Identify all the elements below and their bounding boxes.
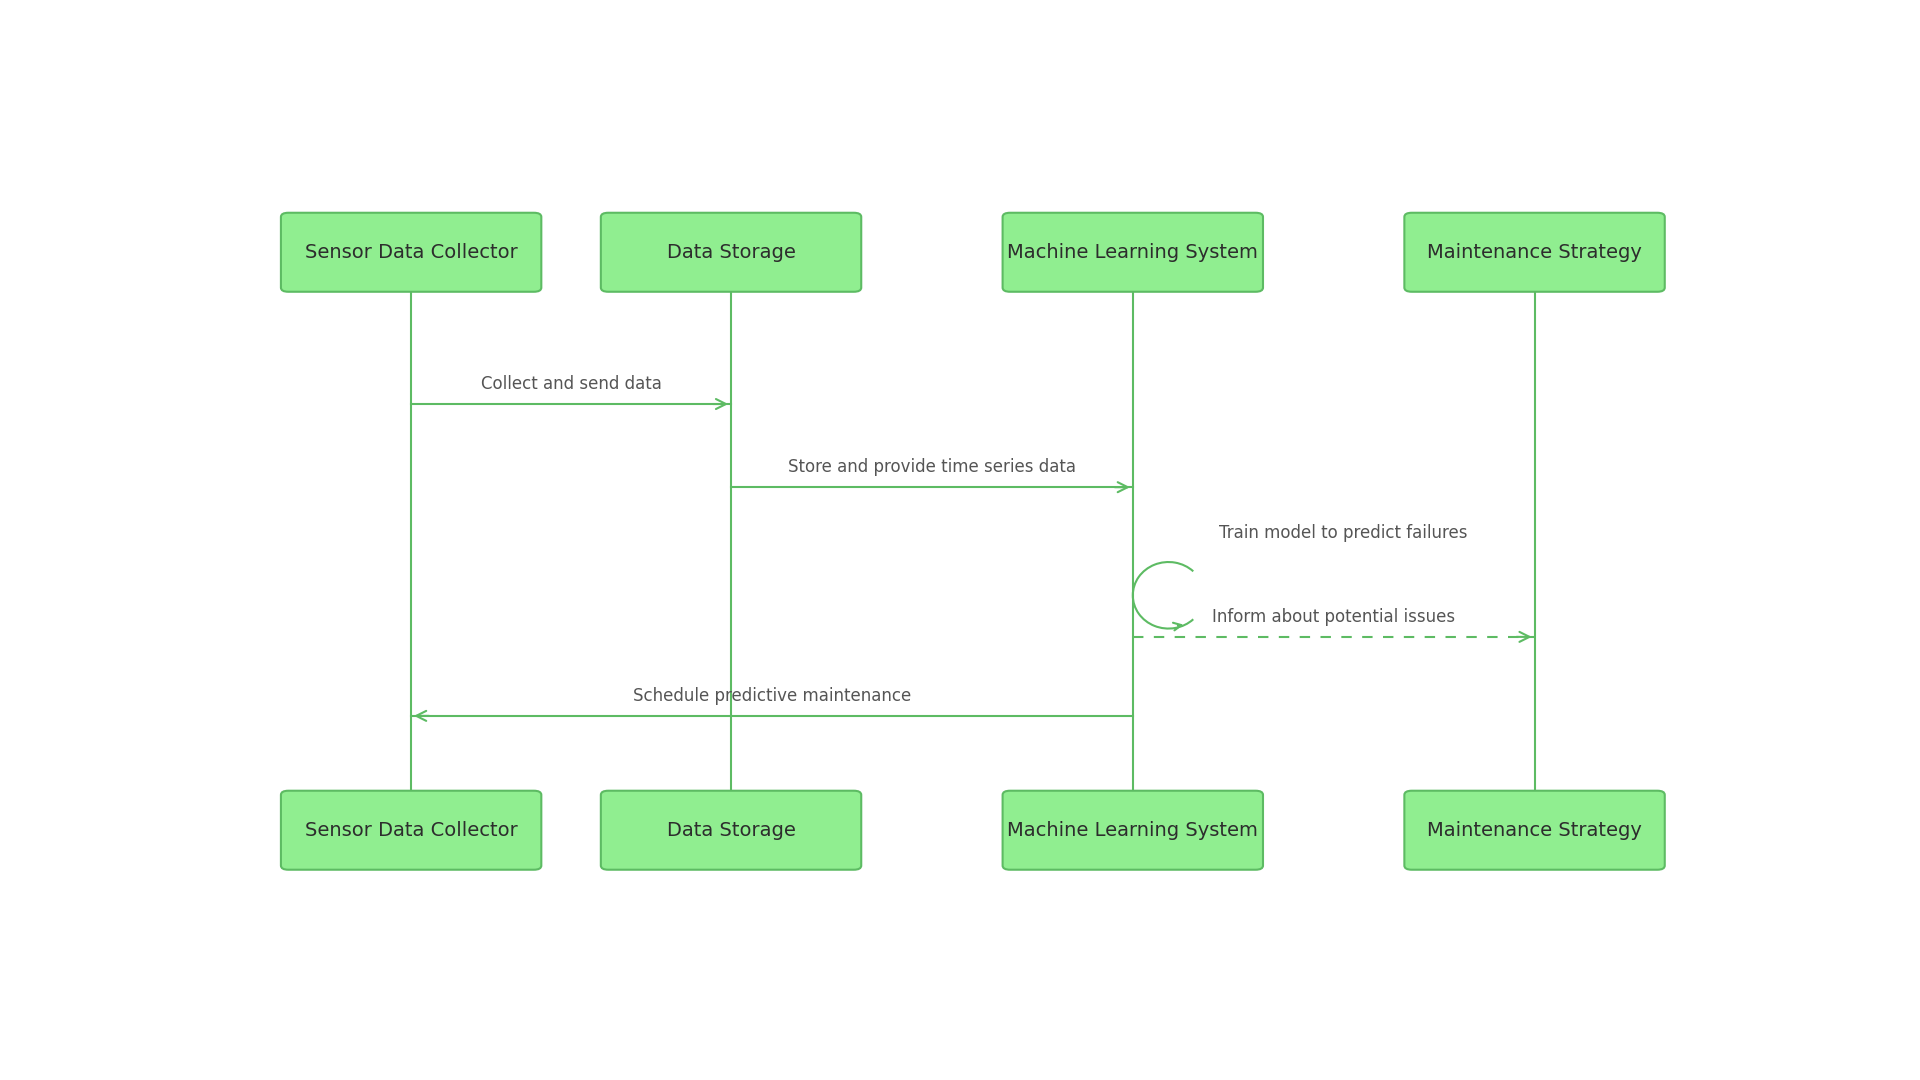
FancyBboxPatch shape [280, 791, 541, 869]
Text: Machine Learning System: Machine Learning System [1008, 243, 1258, 261]
Text: Sensor Data Collector: Sensor Data Collector [305, 821, 518, 840]
Text: Train model to predict failures: Train model to predict failures [1219, 524, 1467, 542]
Text: Maintenance Strategy: Maintenance Strategy [1427, 243, 1642, 261]
Text: Schedule predictive maintenance: Schedule predictive maintenance [634, 687, 912, 705]
Text: Data Storage: Data Storage [666, 821, 795, 840]
Text: Maintenance Strategy: Maintenance Strategy [1427, 821, 1642, 840]
Text: Collect and send data: Collect and send data [480, 375, 662, 393]
Text: Data Storage: Data Storage [666, 243, 795, 261]
FancyBboxPatch shape [1404, 213, 1665, 292]
FancyBboxPatch shape [1404, 791, 1665, 869]
FancyBboxPatch shape [601, 791, 862, 869]
Text: Sensor Data Collector: Sensor Data Collector [305, 243, 518, 261]
FancyBboxPatch shape [1002, 213, 1263, 292]
FancyBboxPatch shape [1002, 791, 1263, 869]
Text: Store and provide time series data: Store and provide time series data [787, 458, 1075, 476]
FancyBboxPatch shape [280, 213, 541, 292]
Text: Inform about potential issues: Inform about potential issues [1212, 608, 1455, 626]
Text: Machine Learning System: Machine Learning System [1008, 821, 1258, 840]
FancyBboxPatch shape [601, 213, 862, 292]
